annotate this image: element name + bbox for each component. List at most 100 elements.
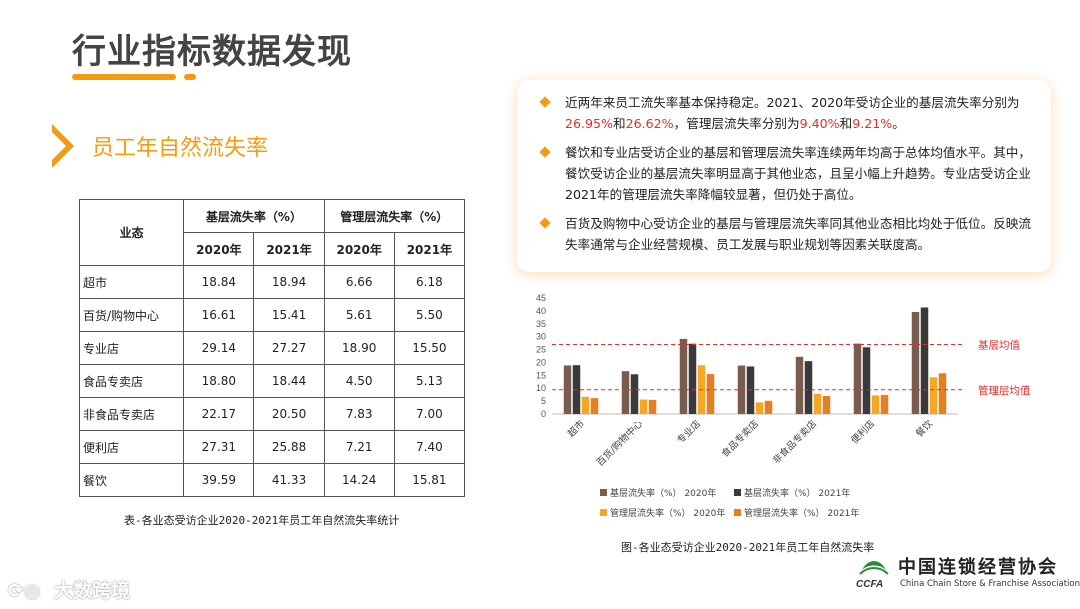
bar [804, 361, 813, 414]
watermark-logo-icon: ⟳◎ [8, 580, 41, 602]
table-cell-category: 百货/购物中心 [78, 298, 185, 332]
y-tick-label: 25 [536, 345, 546, 355]
table-row: 专业店 29.14 27.27 18.90 15.50 [78, 331, 466, 365]
logo-english-name: China Chain Store & Franchise Associatio… [900, 579, 1080, 589]
bar [862, 347, 871, 414]
logo-chinese-name: 中国连锁经营协会 [898, 557, 1058, 578]
table-cell: 18.84 [183, 265, 255, 299]
y-tick-label: 20 [536, 357, 546, 367]
table-cell-category: 专业店 [78, 331, 185, 365]
legend-label: 基层流失率（%） 2021年 [744, 487, 850, 499]
legend-label: 基层流失率（%） 2020年 [610, 487, 716, 499]
finding-text: ，管理层流失率分别为 [673, 116, 800, 131]
bar [706, 374, 715, 414]
reference-line-label: 基层均值 [978, 339, 1020, 352]
section-arrow-inner [52, 132, 66, 160]
table-cell: 14.24 [323, 463, 395, 497]
bar [581, 396, 590, 414]
legend-swatch [734, 489, 741, 496]
x-tick-label: 超市 [565, 417, 587, 439]
y-tick-label: 45 [536, 293, 546, 303]
table-cell: 22.17 [183, 397, 255, 431]
bar [938, 373, 947, 414]
y-tick-label: 5 [541, 396, 546, 406]
table-cell: 5.61 [323, 298, 395, 332]
bar [911, 311, 920, 414]
table-header-year: 2020年 [323, 232, 395, 266]
bar [822, 395, 831, 414]
bar [929, 377, 938, 414]
bar [795, 356, 804, 414]
table-header-basic: 基层流失率（%） [183, 199, 325, 233]
finding-text: 。 [892, 116, 905, 131]
table-row: 食品专卖店 18.80 18.44 4.50 5.13 [78, 364, 466, 398]
y-tick-label: 30 [536, 332, 546, 342]
finding-bullet-2: 餐饮和专业店受访企业的基层和管理层流失率连续两年均高于总体均值水平。其中，餐饮受… [539, 142, 1035, 205]
table-cell: 27.27 [253, 331, 325, 365]
diamond-bullet-icon [539, 146, 551, 158]
table-row: 餐饮 39.59 41.33 14.24 15.81 [78, 463, 466, 497]
table-cell: 7.40 [393, 430, 466, 464]
table-cell: 16.61 [183, 298, 255, 332]
bar [688, 343, 697, 414]
table-row: 非食品专卖店 22.17 20.50 7.83 7.00 [78, 397, 466, 431]
legend-swatch [600, 489, 607, 496]
diamond-bullet-icon [539, 217, 551, 229]
y-tick-label: 35 [536, 319, 546, 329]
highlight-value: 9.21% [852, 116, 893, 131]
bar [880, 394, 889, 414]
table-cell: 18.44 [253, 364, 325, 398]
reference-line-label: 管理层均值 [978, 384, 1031, 397]
bar [679, 338, 688, 414]
turnover-bar-chart: 0 5 10 15 20 25 30 35 40 45 超市 百货/购物中心 专业店 食品专卖店 非食品专卖… [536, 293, 1031, 519]
y-tick-label: 0 [541, 409, 546, 419]
finding-text: 百货及购物中心受访企业的基层与管理层流失率同其他业态相比均处于低位。反映流失率通… [565, 216, 1031, 252]
table-cell: 27.31 [183, 430, 255, 464]
logo-mark-text: CCFA [856, 579, 883, 590]
table-cell: 18.90 [323, 331, 395, 365]
table-cell: 20.50 [253, 397, 325, 431]
bar [630, 374, 639, 414]
table-caption: 表-各业态受访企业2020-2021年员工年自然流失率统计 [124, 514, 400, 527]
table-cell: 5.13 [393, 364, 466, 398]
bar [755, 402, 764, 414]
bar [871, 395, 880, 414]
finding-text: 和 [613, 116, 626, 131]
finding-text: 近两年来员工流失率基本保持稳定。2021、2020年受访企业的基层流失率分别为 [565, 95, 1020, 110]
table-cell: 7.00 [393, 397, 466, 431]
table-cell: 7.83 [323, 397, 395, 431]
table-cell: 15.81 [393, 463, 466, 497]
finding-text: 和 [839, 116, 853, 131]
y-tick-label: 10 [536, 383, 546, 393]
ccfa-logo-icon: CCFA [856, 561, 889, 590]
table-cell-category: 超市 [78, 265, 185, 299]
table-header-category: 业态 [78, 199, 185, 266]
x-tick-label: 专业店 [674, 418, 703, 447]
legend-swatch [734, 509, 741, 516]
y-tick-label: 15 [536, 370, 546, 380]
bar [813, 393, 822, 414]
bar [920, 307, 929, 414]
table-row: 便利店 27.31 25.88 7.21 7.40 [78, 430, 466, 464]
table-cell: 41.33 [253, 463, 325, 497]
bar [639, 399, 648, 414]
y-tick-label: 40 [536, 306, 546, 316]
table-cell-category: 餐饮 [78, 463, 185, 497]
watermark-text: ⟳◎ 大数跨境 [8, 576, 130, 603]
bar [621, 371, 630, 414]
turnover-table: 业态 基层流失率（%） 管理层流失率（%） 2020年 2021年 2020年 … [78, 199, 466, 497]
x-tick-label: 非食品专卖店 [770, 418, 819, 467]
finding-bullet-3: 百货及购物中心受访企业的基层与管理层流失率同其他业态相比均处于低位。反映流失率通… [539, 213, 1035, 255]
table-cell: 7.21 [323, 430, 395, 464]
x-tick-label: 便利店 [848, 418, 877, 447]
table-row: 超市 18.84 18.94 6.66 6.18 [78, 265, 466, 299]
table-cell: 18.80 [183, 364, 255, 398]
x-tick-label: 百货/购物中心 [594, 417, 645, 468]
table-header-mgmt: 管理层流失率（%） [323, 199, 466, 233]
table-row: 百货/购物中心 16.61 15.41 5.61 5.50 [78, 298, 466, 332]
chart-caption: 图-各业态受访企业2020-2021年员工年自然流失率 [621, 541, 875, 554]
watermark-label: 大数跨境 [54, 580, 131, 602]
legend-label: 管理层流失率（%） 2021年 [744, 507, 859, 519]
legend-swatch [600, 509, 607, 516]
title-underline [72, 74, 176, 80]
